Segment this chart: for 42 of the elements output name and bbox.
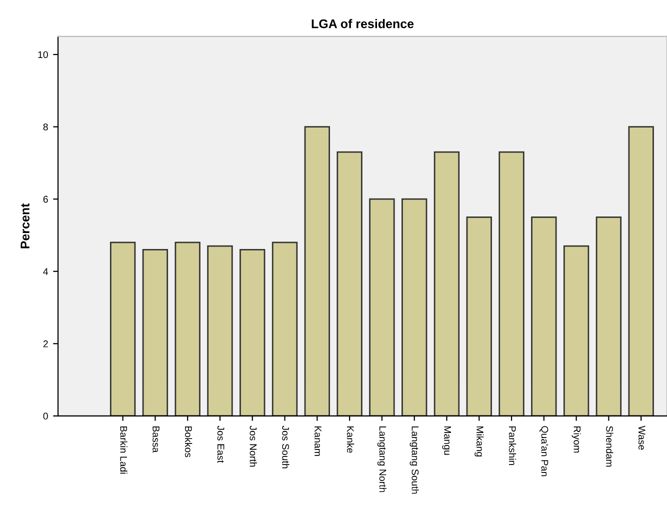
x-tick-label: Jos South — [282, 426, 290, 468]
bar — [531, 216, 557, 416]
x-tick-label: Mangu — [442, 426, 451, 455]
x-tick-label: Bokkos — [184, 426, 192, 458]
x-tick-label: Qua'an Pan — [540, 426, 548, 476]
x-tick-label: Kanke — [346, 426, 354, 453]
x-tick-label: Jos North — [250, 426, 257, 467]
x-tick-label: Riyom — [572, 426, 581, 453]
bar — [142, 248, 168, 416]
x-tick-label: Jos East — [217, 426, 224, 463]
bar — [369, 198, 395, 416]
bar — [207, 245, 233, 416]
chart-title: LGA of residence — [312, 19, 414, 28]
bar — [434, 151, 460, 416]
bar — [272, 242, 298, 416]
x-tick-label: Bassa — [152, 426, 160, 453]
y-tick-label: 0 — [43, 412, 48, 420]
bar — [563, 245, 590, 416]
x-tick-label: Langtang South — [410, 426, 419, 494]
x-tick-label: Kanam — [314, 426, 322, 456]
x-tick-label: Wase — [638, 426, 646, 450]
y-tick-label: 6 — [43, 196, 48, 203]
bar — [498, 151, 524, 416]
bar — [110, 242, 136, 416]
bar — [466, 216, 492, 416]
bar — [628, 126, 654, 416]
y-axis-title: Percent — [20, 203, 30, 248]
bar — [304, 126, 330, 416]
bar — [240, 248, 266, 416]
y-tick-label: 4 — [43, 268, 48, 275]
y-tick-label: 8 — [43, 124, 48, 130]
x-tick-label: Langtang North — [377, 426, 386, 492]
x-tick-label: Pankshin — [508, 426, 516, 466]
bar — [174, 242, 200, 416]
bar — [336, 151, 362, 416]
x-tick-label: Barkin Ladi — [120, 426, 128, 474]
y-tick-label: 10 — [38, 51, 48, 58]
bar — [596, 216, 622, 416]
y-tick-label: 2 — [43, 340, 48, 348]
bar — [402, 198, 428, 416]
x-tick-label: Shendam — [606, 426, 614, 467]
x-tick-label: Mikang — [474, 426, 484, 456]
